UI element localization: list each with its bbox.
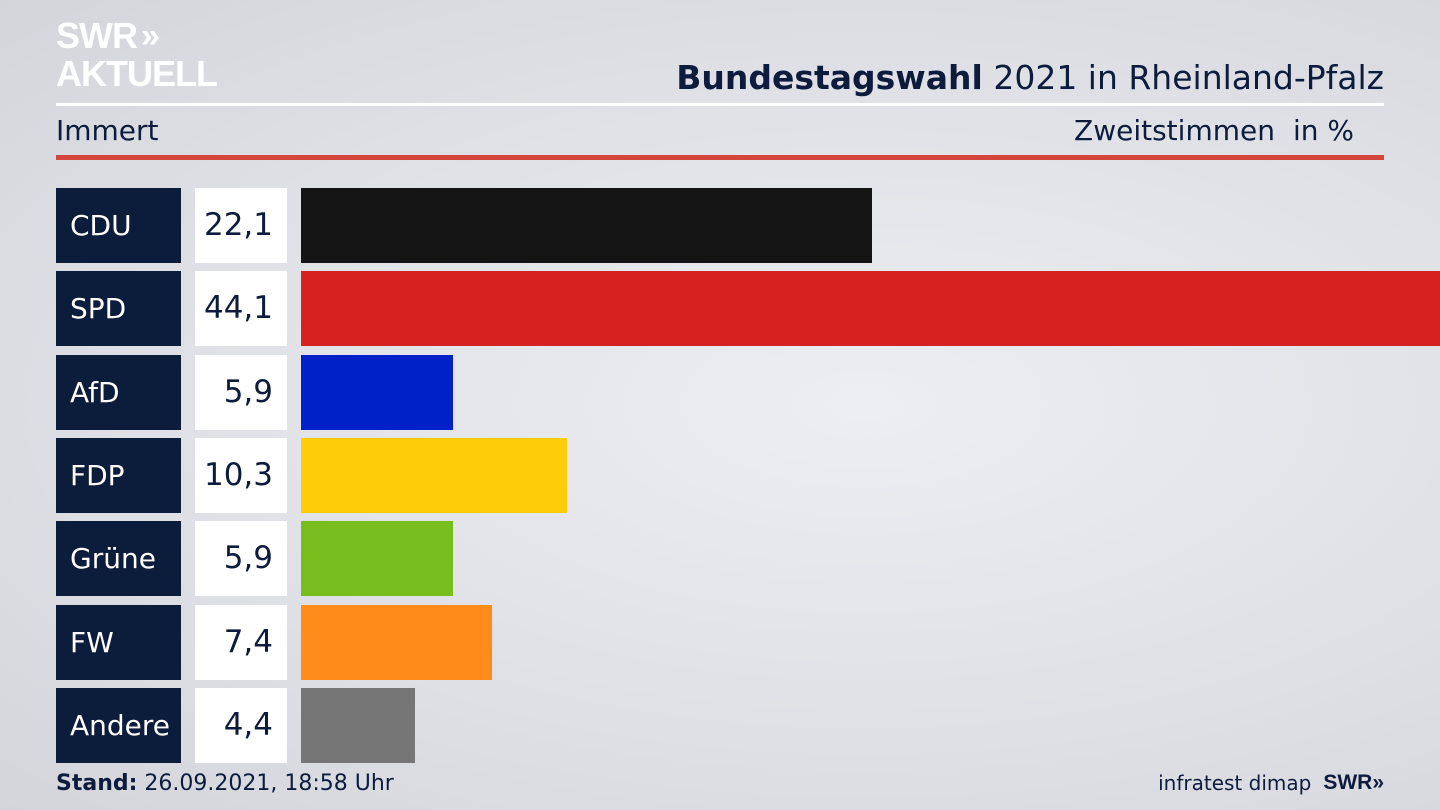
- party-label: Andere: [56, 687, 181, 763]
- value-label: 5,9: [195, 354, 287, 430]
- source-name: infratest dimap: [1158, 771, 1312, 795]
- bar: [301, 271, 1440, 347]
- bar: [301, 604, 492, 680]
- bar: [301, 687, 415, 763]
- stand-label: Stand:: [56, 771, 138, 796]
- title-bold: Bundestagswahl: [676, 58, 983, 97]
- title-rest: 2021 in Rheinland-Pfalz: [982, 58, 1384, 97]
- accent-divider: [56, 155, 1384, 160]
- value-label: 44,1: [195, 271, 287, 347]
- party-label: FW: [56, 604, 181, 680]
- value-label: 5,9: [195, 521, 287, 597]
- bar: [301, 437, 567, 513]
- header-divider: [56, 103, 1384, 106]
- party-label: Grüne: [56, 521, 181, 597]
- value-label: 10,3: [195, 437, 287, 513]
- bar: [301, 188, 872, 263]
- measure-name: Zweitstimmen: [1074, 114, 1275, 147]
- unit-label: in %: [1292, 114, 1354, 147]
- stand-value: 26.09.2021, 18:58 Uhr: [137, 771, 394, 796]
- source-credit: infratest dimap SWR»: [1158, 771, 1384, 795]
- party-label: SPD: [56, 271, 181, 347]
- logo-aktuell: AKTUELL: [56, 53, 218, 94]
- party-label: AfD: [56, 354, 181, 430]
- bar: [301, 354, 453, 430]
- logo-chevron-icon: »: [141, 17, 160, 55]
- logo-swr: SWR: [56, 15, 138, 56]
- measure-label: Zweitstimmen in %: [1074, 114, 1354, 147]
- footer-brand: SWR: [1323, 771, 1373, 794]
- swr-aktuell-logo: SWR» AKTUELL: [56, 15, 218, 94]
- value-label: 22,1: [195, 188, 287, 263]
- timestamp: Stand: 26.09.2021, 18:58 Uhr: [56, 771, 394, 796]
- bar: [301, 521, 453, 597]
- region-name: Immert: [56, 114, 159, 147]
- value-label: 7,4: [195, 604, 287, 680]
- value-label: 4,4: [195, 687, 287, 763]
- party-label: CDU: [56, 188, 181, 263]
- footer-chevron-icon: »: [1372, 771, 1384, 794]
- party-label: FDP: [56, 437, 181, 513]
- chart-title: Bundestagswahl 2021 in Rheinland-Pfalz: [676, 58, 1384, 97]
- swr-footer-logo: SWR»: [1323, 771, 1384, 795]
